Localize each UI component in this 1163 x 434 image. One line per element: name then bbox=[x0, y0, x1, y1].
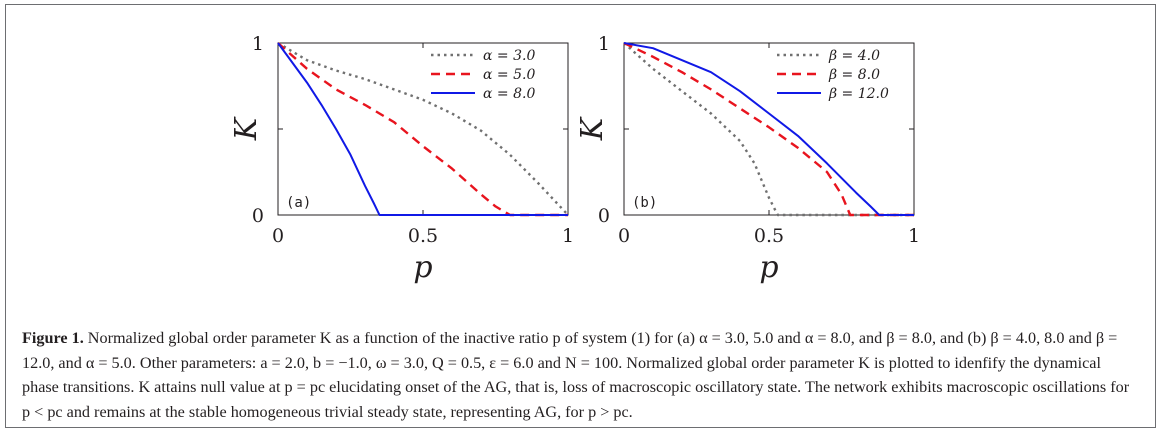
x-axis-label: p bbox=[759, 250, 778, 285]
y-tick-label: 1 bbox=[598, 33, 610, 55]
chart-panel-a: 0 0.5 1 0 1 p K (a) α = 3.0 α = 5.0 α = 8.0 bbox=[229, 33, 574, 285]
chart-panel-b: 0 0.5 1 0 1 p K (b) β = 4.0 β = 8.0 β = 12.0 bbox=[575, 33, 920, 285]
legend-entry: β = 12.0 bbox=[828, 86, 889, 102]
caption-text: Normalized global order parameter K as a… bbox=[22, 329, 1130, 421]
x-tick-label: 0 bbox=[618, 225, 630, 247]
y-tick-label: 0 bbox=[252, 205, 264, 227]
x-tick-label: 1 bbox=[908, 225, 920, 247]
x-tick-label: 1 bbox=[562, 225, 574, 247]
legend-entry: β = 4.0 bbox=[828, 48, 880, 64]
x-tick-label: 0.5 bbox=[754, 225, 784, 247]
legend-entry: α = 5.0 bbox=[483, 67, 535, 83]
series-line-1 bbox=[623, 42, 914, 217]
legend-entry: α = 3.0 bbox=[483, 48, 535, 64]
legend-entry: β = 8.0 bbox=[828, 67, 880, 83]
series-line-3 bbox=[277, 42, 568, 216]
legend-entry: α = 8.0 bbox=[483, 86, 535, 102]
caption-label: Figure 1. bbox=[22, 329, 84, 347]
series-line-1 bbox=[277, 41, 569, 216]
x-axis-label: p bbox=[413, 250, 432, 285]
figure-charts: 0 0.5 1 0 1 p K (a) α = 3.0 α = 5.0 α = 8.0 0 0.5 1 0 1… bbox=[229, 33, 920, 285]
series-line-3 bbox=[623, 42, 914, 216]
y-tick-label: 0 bbox=[598, 205, 610, 227]
y-tick-label: 1 bbox=[252, 33, 264, 55]
x-tick-label: 0.5 bbox=[408, 225, 438, 247]
y-axis-label: K bbox=[229, 116, 264, 141]
figure-caption: Figure 1. Normalized global order parame… bbox=[22, 326, 1137, 424]
series-line-2 bbox=[277, 42, 568, 217]
series-line-2 bbox=[623, 41, 914, 217]
panel-label: (a) bbox=[286, 195, 311, 211]
figure-frame bbox=[5, 4, 1156, 428]
panel-label: (b) bbox=[632, 195, 657, 211]
y-axis-label: K bbox=[575, 116, 610, 141]
x-tick-label: 0 bbox=[272, 225, 284, 247]
